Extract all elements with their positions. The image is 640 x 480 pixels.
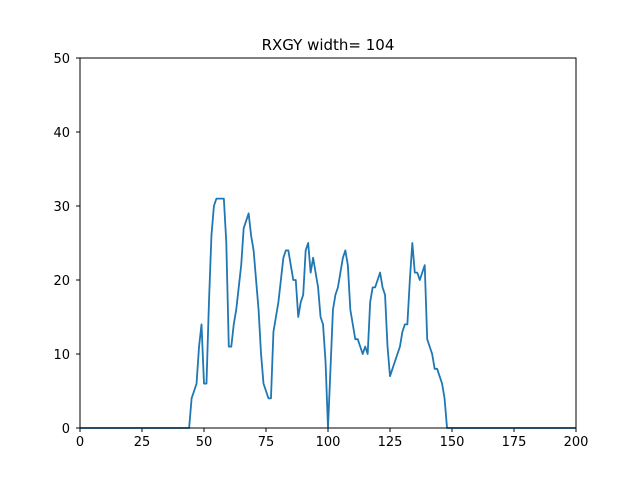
y-tick-label: 20 [53,274,70,289]
series-layer [80,197,576,429]
y-tick-label: 10 [53,348,70,363]
x-tick-label: 25 [134,435,151,450]
y-tick-label: 0 [62,422,70,437]
x-tick-label: 100 [316,435,341,450]
y-axis: 0 10 20 30 40 50 [53,52,80,437]
y-tick-label: 30 [53,200,70,215]
chart-title: RXGY width= 104 [262,36,395,54]
x-tick-label: 200 [564,435,589,450]
x-tick-label: 125 [378,435,403,450]
y-tick-label: 40 [53,126,70,141]
x-tick-label: 0 [76,435,84,450]
x-tick-label: 175 [502,435,527,450]
x-axis: 0 25 50 75 100 125 150 175 200 [76,428,589,450]
series-line [80,197,576,429]
plot-area-frame [79,57,577,429]
y-tick-label: 50 [53,52,70,67]
x-tick-label: 75 [258,435,275,450]
x-tick-label: 150 [440,435,465,450]
x-tick-label: 50 [196,435,213,450]
